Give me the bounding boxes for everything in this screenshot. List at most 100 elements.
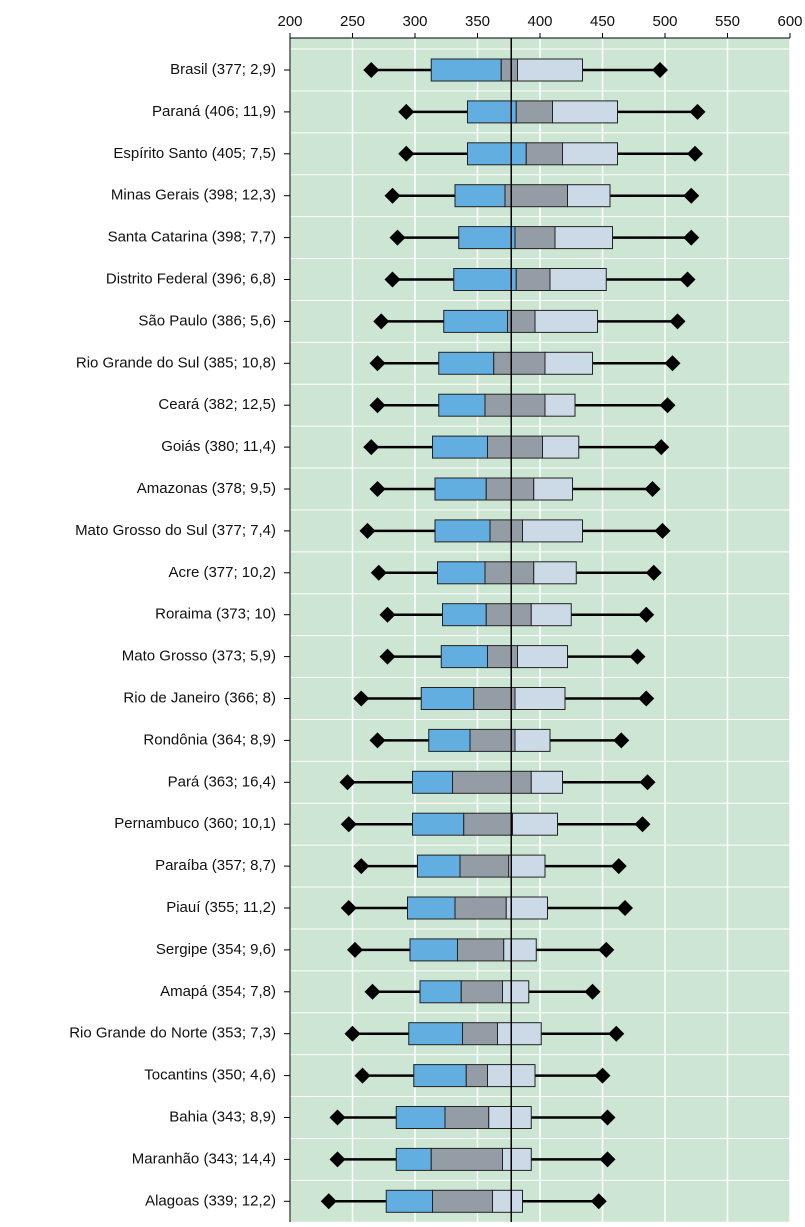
y-tick-label: Pernambuco (360; 10,1): [114, 815, 276, 832]
y-tick-label: Roraima (373; 10): [155, 606, 276, 623]
whisker-end: [384, 271, 401, 288]
box-middle: [473, 687, 516, 710]
whisker-end: [369, 732, 386, 749]
box-upper: [502, 1147, 532, 1171]
y-tick-label: Rio Grande do Sul (385; 10,8): [76, 354, 276, 371]
box-middle: [514, 226, 556, 250]
box-upper: [517, 645, 568, 669]
whisker-end: [683, 187, 700, 204]
y-tick-label: Ceará (382; 12,5): [158, 396, 276, 413]
y-tick-label: Mato Grosso (373; 5,9): [122, 648, 276, 665]
whisker-end: [347, 941, 363, 958]
box-upper: [514, 687, 566, 710]
box-lower: [428, 728, 471, 752]
box-upper: [533, 477, 573, 501]
x-tick-label: 500: [652, 13, 677, 30]
y-tick-label: Acre (377; 10,2): [168, 564, 276, 581]
box-middle: [493, 351, 546, 375]
whisker-end: [629, 648, 646, 665]
y-tick-label: Maranhão (343; 14,4): [132, 1150, 276, 1167]
whisker-end: [689, 103, 706, 120]
whisker-end: [379, 648, 396, 665]
whisker-end: [329, 1109, 346, 1126]
y-tick-label: Minas Gerais (398; 12,3): [111, 187, 276, 204]
whisker-end: [613, 732, 630, 749]
whisker-end: [370, 564, 387, 581]
whisker-end: [320, 1193, 337, 1210]
box-upper: [503, 938, 537, 962]
x-tick-label: 250: [340, 13, 365, 30]
box-middle: [459, 854, 510, 878]
box-upper: [544, 351, 593, 375]
whisker-end: [664, 355, 681, 372]
y-tick-label: Amapá (354; 7,8): [160, 983, 276, 1000]
box-lower: [420, 687, 475, 710]
box-lower: [434, 477, 487, 501]
y-tick-label: Brasil (377; 2,9): [170, 61, 276, 78]
whisker-end: [584, 983, 601, 1000]
box-middle: [489, 519, 523, 543]
box-lower: [437, 561, 486, 585]
box-upper: [542, 435, 580, 459]
y-tick-label: Piauí (355; 11,2): [166, 899, 276, 916]
box-middle: [504, 184, 568, 208]
box-upper: [554, 226, 613, 250]
whisker-end: [363, 439, 380, 456]
x-tick-label: 400: [527, 13, 552, 30]
y-tick-label: Rondônia (364; 8,9): [143, 731, 276, 748]
box-upper: [517, 58, 583, 82]
box-middle: [500, 58, 518, 82]
box-lower: [453, 268, 517, 291]
box-lower: [395, 1147, 432, 1171]
whisker-end: [398, 103, 415, 120]
box-middle: [515, 268, 551, 291]
x-tick-label: 600: [777, 13, 802, 30]
box-lower: [412, 812, 465, 836]
y-tick-label: Espírito Santo (405; 7,5): [113, 145, 276, 162]
box-middle: [487, 435, 543, 459]
whisker-end: [617, 900, 633, 916]
box-upper: [508, 854, 546, 878]
whisker-end: [369, 397, 386, 414]
y-tick-label: Paraná (406; 11,9): [152, 103, 276, 120]
box-lower: [438, 351, 495, 375]
box-upper: [552, 100, 618, 124]
box-lower: [412, 770, 453, 794]
box-upper: [492, 1189, 523, 1213]
whisker-end: [669, 313, 686, 330]
y-tick-label: Pará (363; 16,4): [168, 773, 276, 790]
box-middle: [460, 980, 503, 1004]
box-lower: [454, 184, 506, 208]
whisker-end: [598, 941, 615, 958]
whisker-end: [608, 1025, 625, 1042]
box-upper: [522, 519, 583, 543]
box-middle: [485, 477, 535, 501]
whisker-end: [340, 900, 357, 916]
box-lower: [440, 645, 488, 669]
box-middle: [469, 728, 516, 752]
y-tick-label: Paraíba (357; 8,7): [155, 857, 276, 874]
whisker-end: [363, 62, 380, 78]
whisker-end: [373, 313, 390, 330]
box-lower: [409, 938, 458, 962]
whisker-end: [638, 606, 655, 623]
box-lower: [438, 393, 486, 417]
y-tick-label: Rio Grande do Norte (353; 7,3): [69, 1025, 276, 1042]
y-tick-label: São Paulo (386; 5,6): [138, 312, 276, 329]
whisker-end: [638, 690, 655, 707]
box-middle: [484, 561, 535, 585]
box-lower: [432, 435, 488, 459]
whisker-end: [359, 522, 376, 539]
box-lower: [417, 854, 461, 878]
box-lower: [395, 1106, 446, 1129]
whisker-end: [594, 1067, 611, 1084]
box-middle: [430, 1147, 503, 1171]
whisker-end: [340, 816, 357, 833]
whisker-end: [610, 858, 627, 875]
box-middle: [452, 770, 532, 794]
whisker-end: [634, 816, 651, 833]
whisker-end: [639, 774, 656, 791]
box-middle: [444, 1106, 490, 1129]
box-middle: [487, 645, 518, 669]
x-tick-label: 300: [402, 13, 427, 30]
